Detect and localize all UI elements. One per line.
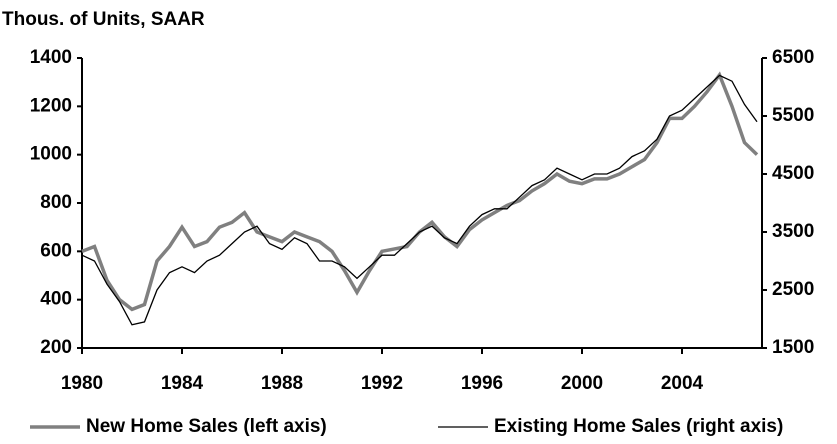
x-tick-label: 1996 [461,373,503,394]
y-tick-label: 600 [40,240,72,261]
x-tick-label: 1984 [161,373,204,394]
y2-tick-label: 6500 [772,47,814,68]
x-tick-label: 1988 [261,373,303,394]
y2-tick-label: 2500 [772,279,814,300]
x-tick-label: 2004 [661,373,704,394]
series-line [81,71,759,312]
x-tick-label: 1980 [61,373,103,394]
y-tick-label: 200 [40,337,72,358]
series-line [81,74,758,326]
legend-label: Existing Home Sales (right axis) [494,416,783,437]
y-tick-label: 800 [40,192,72,213]
y2-tick-label: 5500 [772,105,814,126]
legend-label: New Home Sales (left axis) [86,416,327,437]
y2-tick-label: 1500 [772,337,814,358]
chart-title: Thous. of Units, SAAR [2,9,205,30]
y-tick-label: 1000 [30,144,72,165]
y-tick-label: 1200 [30,95,72,116]
y2-tick-label: 3500 [772,221,814,242]
y2-tick-label: 4500 [772,163,814,184]
x-tick-label: 2000 [561,373,603,394]
y-tick-label: 400 [40,289,72,310]
y-tick-label: 1400 [30,47,72,68]
x-tick-label: 1992 [361,373,403,394]
